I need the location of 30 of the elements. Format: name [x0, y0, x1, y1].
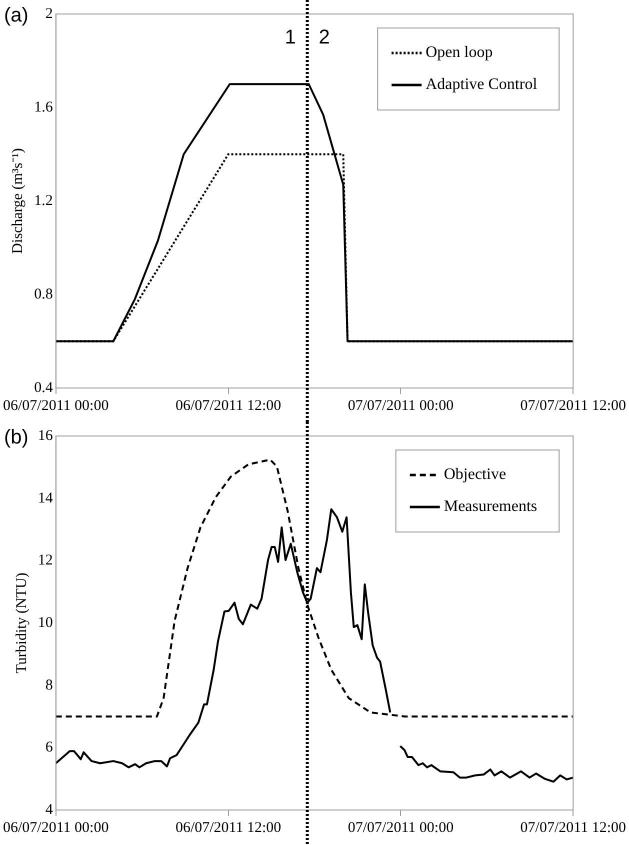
x-tick-label: 06/07/2011 00:00 [2, 820, 109, 836]
legend-label: Objective [444, 466, 506, 484]
y-axis-title: Turbidity (NTU) [14, 572, 30, 674]
x-tick-label: 07/07/2011 00:00 [348, 398, 454, 414]
chart-title: (b) [4, 426, 28, 449]
y-tick-label: 0.8 [34, 286, 53, 302]
x-tick-label: 07/07/2011 00:00 [348, 820, 454, 836]
y-tick-label: 16 [38, 428, 54, 444]
legend-label: Measurements [444, 498, 538, 516]
y-tick-label: 8 [45, 677, 53, 694]
y-tick-label: 12 [38, 552, 53, 569]
annotation: 2 [318, 26, 330, 49]
chart-title: (a) [4, 4, 28, 27]
annotation: 1 [284, 26, 296, 49]
x-tick-label: 07/07/2011 12:00 [520, 820, 626, 836]
y-tick-label: 6 [45, 740, 54, 756]
y-tick-label: 14 [38, 490, 54, 506]
y-tick-label: 10 [38, 614, 53, 631]
x-tick-label: 07/07/2011 12:00 [520, 398, 626, 414]
x-tick-label: 06/07/2011 12:00 [175, 820, 282, 836]
y-tick-label: 4 [45, 802, 54, 818]
x-tick-label: 06/07/2011 00:00 [2, 398, 109, 414]
legend-label: Open loop [426, 44, 493, 62]
y-tick-label: 2 [45, 6, 53, 22]
y-tick-label: 0.4 [34, 380, 54, 396]
x-tick-label: 06/07/2011 12:00 [175, 398, 282, 414]
y-tick-label: 1.2 [34, 192, 53, 209]
legend-label: Adaptive Control [426, 76, 538, 94]
y-axis-title: Discharge (m³s⁻¹) [10, 148, 26, 254]
y-tick-label: 1.6 [34, 99, 54, 116]
